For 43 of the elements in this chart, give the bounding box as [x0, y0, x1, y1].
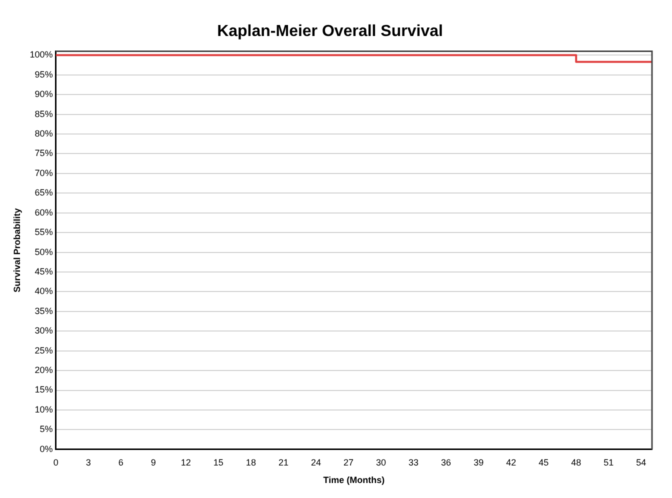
- y-tick-label: 45%: [34, 266, 53, 276]
- y-tick-label: 65%: [34, 188, 53, 198]
- y-tick-label: 75%: [34, 148, 53, 158]
- x-tick-label: 12: [180, 457, 191, 468]
- x-tick-label: 54: [636, 457, 646, 468]
- x-tick-label: 15: [213, 457, 224, 468]
- x-tick-label: 36: [441, 457, 452, 468]
- x-tick-label: 42: [506, 457, 516, 468]
- x-tick-label: 48: [571, 457, 582, 468]
- x-tick-label: 18: [246, 457, 256, 468]
- y-tick-label: 35%: [34, 306, 53, 316]
- y-tick-label: 60%: [34, 207, 53, 218]
- y-tick-label: 50%: [34, 246, 53, 257]
- x-tick-label: 6: [118, 457, 124, 468]
- y-tick-label: 55%: [34, 227, 53, 238]
- y-tick-label: 30%: [34, 326, 53, 336]
- x-axis-title: Time (Months): [323, 475, 385, 486]
- y-tick-label: 25%: [34, 345, 53, 356]
- y-tick-label: 0%: [40, 444, 53, 454]
- x-tick-label: 33: [408, 457, 419, 468]
- x-tick-label: 3: [86, 457, 91, 468]
- y-tick-label: 15%: [34, 384, 53, 395]
- y-tick-label: 100%: [30, 50, 53, 60]
- y-tick-label: 85%: [34, 108, 53, 119]
- chart-title: Kaplan-Meier Overall Survival: [217, 23, 443, 40]
- y-tick-label: 70%: [34, 168, 53, 178]
- x-tick-label: 39: [474, 457, 484, 468]
- y-tick-label: 90%: [34, 89, 53, 100]
- y-tick-label: 95%: [34, 69, 53, 80]
- y-tick-label: 80%: [34, 128, 53, 138]
- x-tick-label: 45: [538, 457, 549, 468]
- x-tick-label: 0: [53, 457, 58, 468]
- x-tick-label: 51: [604, 457, 614, 468]
- y-tick-label: 10%: [34, 404, 53, 414]
- y-tick-label: 40%: [34, 286, 53, 296]
- x-tick-label: 21: [278, 457, 288, 468]
- y-tick-label: 5%: [40, 424, 53, 434]
- y-tick-label: 20%: [34, 365, 53, 376]
- x-tick-label: 27: [343, 457, 354, 468]
- x-tick-label: 9: [150, 457, 156, 468]
- x-tick-label: 24: [310, 457, 321, 468]
- x-tick-label: 30: [376, 457, 386, 468]
- y-axis-title: Survival Probability: [12, 208, 22, 292]
